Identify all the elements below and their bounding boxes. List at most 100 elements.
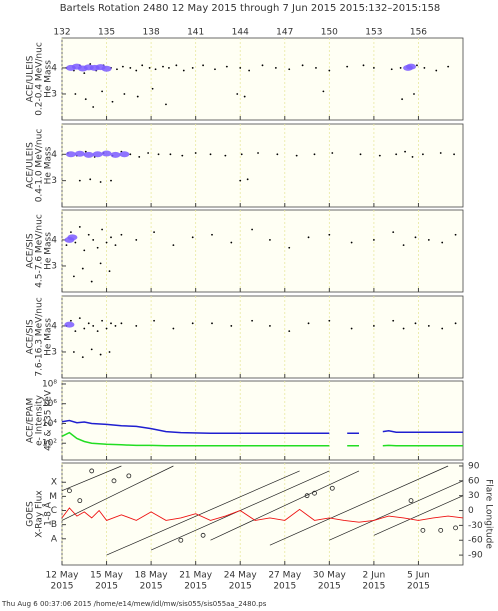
y-tick-label: X	[51, 478, 57, 488]
top-tick-label: 153	[365, 28, 382, 38]
point	[261, 64, 264, 67]
x-tick-label: 2 Jun	[363, 571, 386, 581]
point	[151, 87, 154, 90]
top-tick-label: 150	[321, 28, 338, 38]
point	[90, 280, 93, 283]
y-axis-label: ACE/SIS	[26, 233, 36, 268]
point	[236, 93, 239, 95]
x-tick-label: 30 May	[313, 571, 347, 581]
point	[191, 67, 194, 69]
y-axis-label: e- Intensity	[35, 394, 45, 445]
point	[87, 322, 90, 325]
y-axis-label: 0.4-1.0 MeV/nuc	[35, 129, 45, 203]
y-tick-label: 4	[51, 150, 57, 160]
flare	[312, 490, 317, 496]
point	[123, 93, 126, 95]
point	[182, 69, 185, 72]
y-axis-label: 7.6-16.3 MeV/nuc	[35, 297, 45, 376]
dense-point	[67, 234, 78, 241]
plot-area	[61, 123, 464, 208]
point	[78, 226, 81, 228]
point	[251, 228, 254, 231]
point	[92, 325, 95, 327]
plot-area	[61, 295, 464, 379]
x-tick-year: 2015	[184, 582, 207, 592]
y-tick-label: 10⁸	[42, 379, 57, 389]
y2-tick-label: 60	[468, 476, 480, 486]
point	[84, 98, 87, 101]
point	[194, 152, 197, 154]
flare	[200, 532, 206, 538]
x-tick-label: 21 May	[179, 571, 213, 581]
point	[169, 153, 172, 156]
point	[191, 322, 194, 325]
y-axis-label: X-Ray Flux	[35, 490, 45, 538]
y-tick-label: C	[51, 506, 57, 516]
point	[81, 267, 84, 270]
y2-tick-label: 30	[468, 491, 480, 501]
point	[401, 98, 404, 101]
point	[422, 153, 424, 156]
y-axis-label: He Mass	[44, 232, 54, 270]
point	[96, 246, 99, 249]
point	[81, 356, 84, 359]
point	[413, 93, 415, 95]
point	[328, 233, 331, 236]
point	[74, 241, 77, 244]
point	[101, 228, 103, 231]
point	[138, 156, 141, 158]
point	[209, 153, 212, 156]
point	[110, 236, 112, 239]
y2-tick-label: -60	[468, 536, 483, 546]
y-axis-label: 0.2-0.4 MeV/nuc	[35, 42, 45, 116]
point	[181, 154, 184, 157]
y-axis-label: He Mass	[44, 146, 54, 184]
point	[83, 327, 86, 330]
point	[288, 330, 291, 333]
point	[175, 64, 178, 67]
point	[129, 153, 132, 156]
flare	[420, 527, 426, 533]
flare	[438, 527, 444, 533]
point	[441, 241, 444, 244]
point	[427, 325, 430, 327]
flare-track	[106, 470, 300, 556]
point	[331, 152, 334, 154]
point	[359, 153, 362, 156]
panel: 3 4 ACE/SIS 7.6-16.3 MeV/nuc He Mass	[26, 295, 464, 379]
point	[110, 322, 112, 325]
panel: 3 4 ACE/ULEIS 0.4-1.0 MeV/nuc He Mass	[26, 123, 464, 208]
point	[454, 233, 457, 236]
top-tick-label: 132	[53, 28, 70, 38]
point	[99, 353, 102, 356]
point	[372, 67, 375, 69]
y-tick-label: 4	[51, 235, 57, 245]
point	[453, 153, 455, 156]
flare	[126, 473, 132, 479]
point	[441, 327, 444, 330]
point	[225, 65, 228, 68]
point	[274, 67, 277, 69]
point	[211, 233, 213, 236]
x-tick-label: 12 May	[46, 571, 80, 581]
point	[454, 322, 457, 325]
y2-tick-label: 90	[468, 461, 480, 471]
flare-track	[269, 465, 449, 546]
point	[153, 319, 155, 322]
point	[399, 67, 402, 69]
y-tick-label: 10⁴	[42, 419, 57, 429]
point	[136, 95, 139, 98]
y-tick-label: 3	[51, 347, 57, 357]
flare-track	[373, 495, 464, 536]
point	[402, 244, 405, 247]
dense-point	[64, 321, 75, 328]
point	[372, 325, 375, 327]
point	[105, 327, 108, 330]
top-tick-label: 147	[276, 28, 293, 38]
flare	[89, 468, 95, 474]
point	[202, 64, 204, 67]
point	[129, 67, 132, 69]
point	[108, 351, 111, 353]
x-tick-year: 2015	[318, 582, 341, 592]
